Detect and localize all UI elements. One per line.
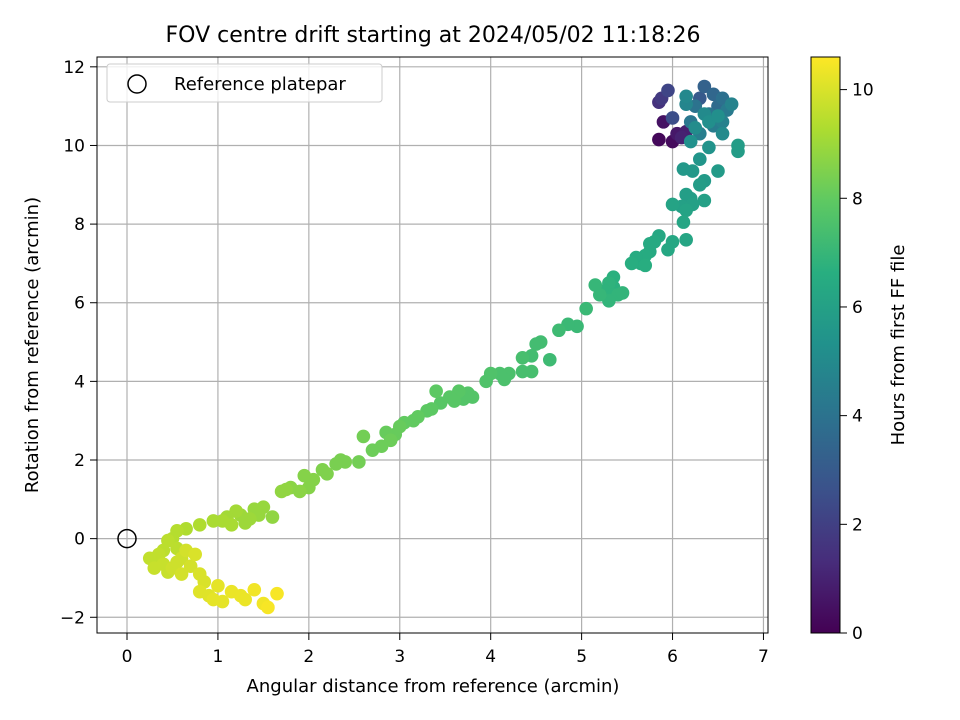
data-point [683,134,698,149]
data-point [365,443,380,457]
y-tick-label: −2 [60,608,85,628]
data-point [665,197,680,212]
data-point [615,286,630,300]
x-tick-label: 2 [303,647,314,667]
colorbar-frame [810,56,841,634]
data-point [238,592,253,607]
data-point [315,463,330,477]
x-axis-ticks: 0 1 2 3 4 5 6 7 [122,633,769,667]
legend-marker [127,74,147,94]
data-point [215,594,230,609]
data-point [624,256,639,271]
data-point [515,350,530,365]
data-point [679,233,693,247]
y-tick-label: 4 [74,372,85,392]
data-point [652,132,666,147]
data-point [579,301,593,316]
data-point [352,455,366,469]
data-point [297,468,312,483]
colorbar-tick-label: 10 [852,81,874,101]
data-point [206,514,221,528]
plot-frame [96,56,769,634]
colorbar-ticks: 0 2 4 6 8 10 [840,81,874,644]
colorbar-tick-label: 0 [852,624,863,644]
data-point [329,457,343,471]
data-point [211,579,225,593]
data-point [665,111,680,125]
data-point [479,374,493,389]
data-point [188,547,202,562]
scatter-points [142,79,745,615]
colorbar: 0 2 4 6 8 10 Hours from first FF file [810,56,909,644]
colorbar-tick-label: 6 [852,298,863,318]
grid-lines [97,57,768,633]
data-point [270,586,284,601]
data-point [265,510,280,524]
colorbar-tick-label: 4 [852,407,863,427]
data-point [679,89,693,104]
data-point [183,559,198,573]
data-point [685,164,700,178]
data-point [697,79,712,94]
data-point [711,109,725,123]
y-axis-ticks: −2 0 2 4 6 8 10 12 [60,58,97,628]
y-tick-label: 0 [74,530,85,550]
y-tick-label: 10 [63,136,85,156]
legend-label: Reference platepar [174,74,346,95]
data-point [676,215,691,229]
data-point [661,83,675,98]
data-point [715,126,730,141]
x-tick-label: 0 [122,647,133,667]
x-tick-label: 3 [394,647,405,667]
data-point [724,97,739,111]
chart-title: FOV centre drift starting at 2024/05/02 … [166,23,701,48]
x-axis-label: Angular distance from reference (arcmin) [247,676,620,697]
colorbar-tick-label: 2 [852,515,863,535]
data-point [192,518,207,532]
y-axis-label: Rotation from reference (arcmin) [22,197,43,493]
data-point [638,258,653,273]
data-point [688,120,703,135]
x-tick-label: 5 [576,647,587,667]
colorbar-tick-label: 8 [852,189,863,209]
colorbar-label: Hours from first FF file [888,245,909,446]
legend-box [106,63,383,103]
data-point [693,152,707,167]
data-point [174,567,189,581]
data-point [702,140,716,155]
data-point [679,203,693,218]
y-tick-label: 8 [74,215,85,235]
legend: Reference platepar [106,63,383,103]
data-point [274,484,289,499]
data-point [697,193,712,208]
data-point [552,323,566,338]
y-tick-label: 6 [74,294,85,314]
y-tick-label: 12 [63,58,85,78]
data-point [711,164,725,178]
data-point [529,337,543,351]
colorbar-gradient [811,57,840,633]
x-tick-label: 7 [758,647,769,667]
data-point [693,177,707,192]
x-tick-label: 6 [667,647,678,667]
data-point [731,144,745,159]
data-point [515,364,530,379]
x-tick-label: 4 [485,647,496,667]
data-point [588,278,603,292]
data-point [661,242,675,257]
data-point [542,352,557,367]
data-point [247,582,262,597]
x-tick-label: 1 [213,647,224,667]
data-point [261,600,275,615]
reference-platepar-marker [117,528,137,549]
y-tick-label: 2 [74,451,85,471]
data-point [356,429,371,444]
data-point [429,384,443,398]
